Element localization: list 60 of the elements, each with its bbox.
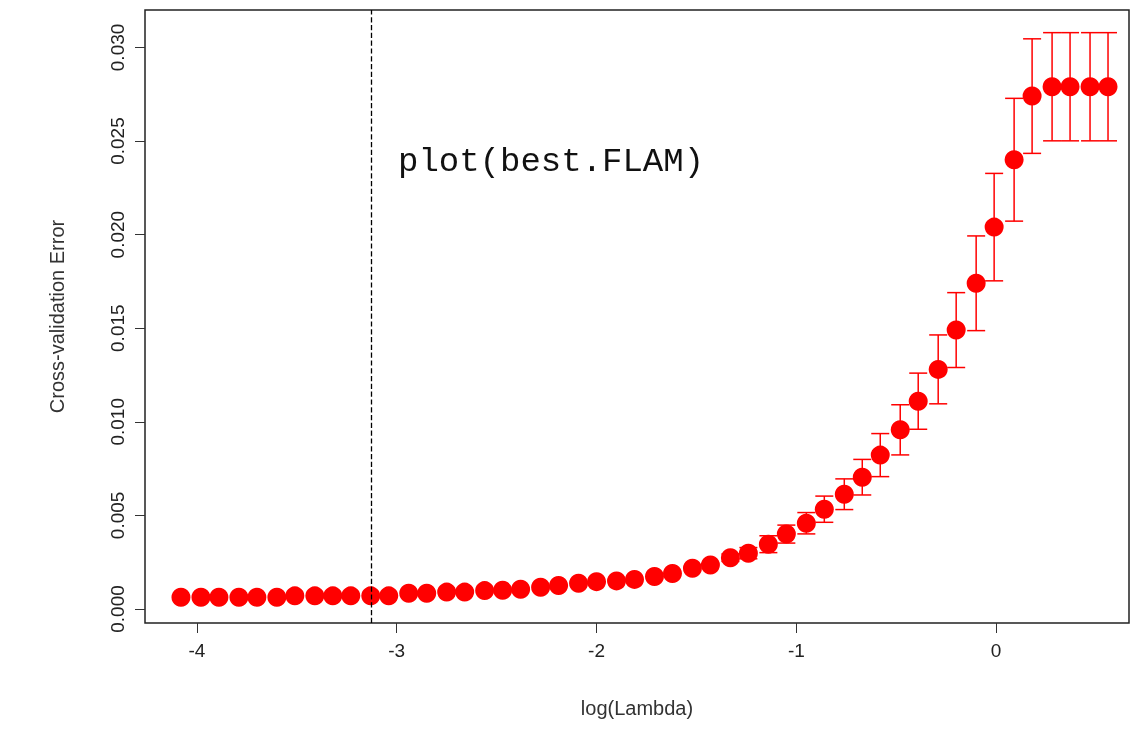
point xyxy=(209,587,229,607)
x-axis-title: log(Lambda) xyxy=(580,697,694,719)
point xyxy=(437,582,457,602)
point xyxy=(966,273,986,293)
point xyxy=(191,587,211,607)
y-tick-label: 0.020 xyxy=(107,210,128,259)
point xyxy=(267,587,287,607)
point xyxy=(852,467,872,487)
point xyxy=(607,571,627,591)
point xyxy=(455,582,475,602)
point xyxy=(1060,77,1080,97)
point xyxy=(569,573,589,593)
point xyxy=(361,586,381,606)
x-tick-label: -1 xyxy=(787,640,805,661)
point xyxy=(870,445,890,465)
point xyxy=(323,586,343,606)
point xyxy=(1022,86,1042,106)
y-tick-label: 0.015 xyxy=(107,304,128,352)
point xyxy=(1042,77,1062,97)
x-tick-label: -4 xyxy=(188,640,206,661)
point xyxy=(908,391,928,411)
point xyxy=(531,577,551,597)
point xyxy=(682,558,702,578)
annotation: plot(best.FLAM) xyxy=(398,143,705,181)
point xyxy=(625,569,644,589)
point xyxy=(399,583,419,603)
point xyxy=(1080,77,1100,97)
y-tick-label: 0.025 xyxy=(107,117,128,165)
point xyxy=(928,359,948,379)
y-axis-title: Cross-validation Error xyxy=(46,219,68,414)
point xyxy=(417,583,437,603)
x-tick-label: -3 xyxy=(388,640,406,661)
y-tick-label: 0.000 xyxy=(107,585,128,633)
point xyxy=(890,420,910,440)
x-tick-label: -2 xyxy=(588,640,605,661)
point xyxy=(379,586,399,606)
y-tick-label: 0.010 xyxy=(107,398,128,446)
point xyxy=(475,581,495,601)
point xyxy=(662,563,682,583)
point xyxy=(834,484,854,504)
x-tick-label: 0 xyxy=(990,640,1002,661)
point xyxy=(700,555,720,575)
point xyxy=(493,580,513,600)
point xyxy=(1098,77,1118,97)
point xyxy=(946,320,966,340)
point xyxy=(549,576,569,596)
point xyxy=(984,217,1004,237)
point xyxy=(247,587,267,607)
point xyxy=(814,499,834,519)
point xyxy=(305,586,325,606)
point xyxy=(587,572,607,592)
point xyxy=(285,586,305,606)
point xyxy=(511,579,531,599)
point xyxy=(229,587,249,607)
point xyxy=(645,567,664,587)
point xyxy=(341,586,361,606)
y-tick-label: 0.030 xyxy=(107,23,128,72)
point xyxy=(171,587,191,607)
y-tick-label: 0.005 xyxy=(107,491,128,540)
point xyxy=(1004,150,1024,170)
